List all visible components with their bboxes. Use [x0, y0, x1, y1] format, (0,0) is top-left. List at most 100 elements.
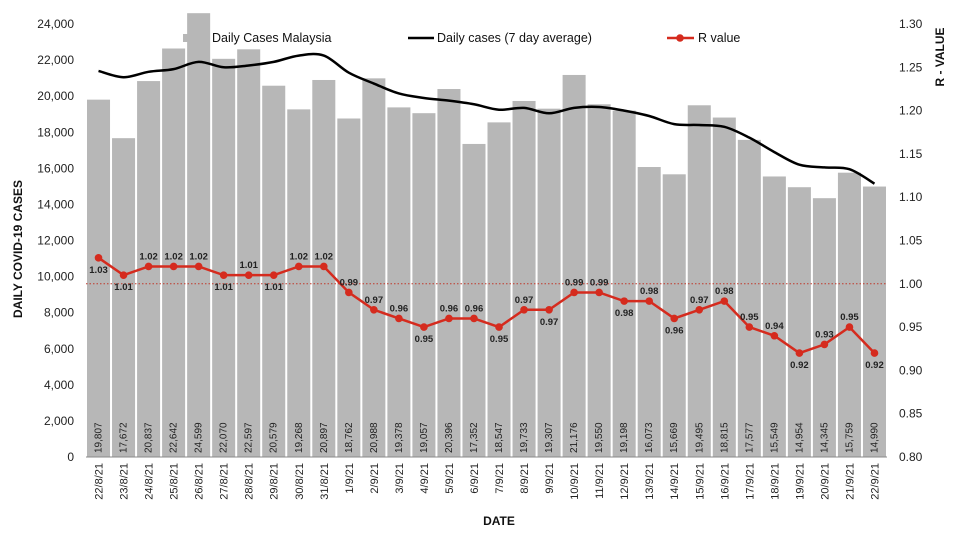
bar-value-label: 20,837	[144, 422, 155, 453]
r-value-marker	[370, 305, 378, 314]
r-value-marker	[545, 305, 553, 314]
bar-value-label: 14,990	[869, 422, 880, 453]
r-value-label: 0.96	[465, 303, 484, 314]
bar-value-label: 14,345	[819, 422, 830, 453]
x-tick-label: 25/8/21	[169, 463, 181, 500]
x-tick-label: 8/9/21	[519, 463, 531, 494]
r-value-label: 0.96	[665, 325, 684, 336]
r-value-label: 1.01	[114, 282, 133, 293]
r-value-marker	[820, 340, 829, 349]
bar-value-label: 17,672	[119, 422, 130, 453]
r-value-marker	[269, 271, 278, 279]
x-tick-label: 22/9/21	[869, 463, 881, 500]
bar-value-label: 19,268	[294, 422, 305, 453]
bar	[812, 198, 836, 457]
r-value-marker	[720, 297, 729, 305]
bar	[337, 118, 361, 457]
r-value-label: 0.99	[590, 277, 609, 288]
legend-marker-r	[676, 34, 684, 42]
r-value-marker	[845, 323, 854, 331]
average-line	[98, 52, 876, 185]
x-tick-label: 3/9/21	[394, 463, 406, 494]
r-value-line	[97, 256, 876, 355]
bar	[687, 105, 711, 457]
y2-axis-title: R - VALUE	[933, 27, 947, 86]
bar-value-label: 19,495	[694, 422, 705, 453]
r-value-marker	[395, 314, 403, 323]
bar-value-label: 19,057	[419, 422, 430, 453]
x-tick-label: 10/9/21	[569, 463, 581, 500]
x-tick-label: 16/9/21	[719, 463, 731, 500]
r-value-label: 0.92	[790, 360, 809, 371]
r-value-marker	[745, 323, 754, 331]
r-value-marker	[294, 262, 303, 271]
r-value-marker	[244, 271, 253, 279]
r-value-label: 1.01	[264, 282, 283, 293]
x-tick-label: 13/9/21	[644, 463, 656, 500]
bar	[387, 107, 411, 457]
x-tick-label: 5/9/21	[444, 463, 456, 494]
r-value-marker	[870, 349, 879, 357]
bar-value-label: 15,669	[669, 422, 680, 453]
x-tick-label: 18/9/21	[769, 463, 781, 500]
bar	[787, 187, 811, 458]
y-tick-label: 12,000	[37, 234, 74, 248]
x-tick-label: 9/9/21	[544, 463, 556, 494]
x-tick-label: 29/8/21	[269, 463, 281, 500]
r-value-label: 1.01	[214, 282, 233, 293]
r-value-label: 0.93	[815, 329, 834, 340]
x-tick-label: 23/8/21	[119, 463, 131, 500]
bar-value-label: 16,073	[644, 422, 655, 453]
bar	[237, 49, 261, 457]
x-tick-label: 26/8/21	[194, 463, 206, 500]
bar-series: 19,807 17,672 20,837 22,642 24,599 22,070 22,5…	[87, 13, 886, 458]
bar-value-label: 17,352	[469, 422, 480, 453]
x-tick-label: 19/9/21	[794, 463, 806, 500]
r-value-marker	[144, 262, 153, 271]
r-value-label: 0.99	[565, 277, 584, 288]
x-tick-label: 11/9/21	[594, 463, 606, 499]
y-tick-label: 2,000	[44, 414, 74, 428]
y2-tick-label: 1.20	[899, 104, 923, 118]
r-value-marker	[445, 314, 453, 323]
r-value-label: 0.95	[490, 334, 509, 345]
x-tick-label: 14/9/21	[669, 463, 681, 500]
x-tick-label: 2/9/21	[369, 463, 381, 494]
bar-value-label: 22,070	[219, 422, 230, 453]
r-value-label: 0.98	[640, 286, 659, 297]
bar-value-label: 20,897	[319, 422, 330, 453]
r-value-marker	[645, 297, 654, 305]
r-value-label: 0.95	[840, 312, 859, 323]
r-value-marker	[194, 262, 203, 271]
x-tick-label: 1/9/21	[344, 463, 356, 494]
y2-tick-label: 1.10	[899, 190, 923, 204]
bar	[212, 58, 236, 458]
bar-value-label: 19,807	[94, 422, 105, 453]
r-value-label: 1.02	[139, 251, 158, 262]
bar	[537, 108, 561, 457]
x-tick-label: 12/9/21	[619, 463, 631, 500]
y-tick-label: 4,000	[44, 378, 74, 392]
x-tick-label: 4/9/21	[419, 463, 431, 494]
bar-value-label: 19,733	[519, 422, 530, 453]
bar	[512, 100, 536, 457]
y2-tick-label: 1.30	[899, 17, 923, 31]
y2-tick-label: 1.00	[899, 277, 923, 291]
legend-swatch-bars	[183, 34, 191, 42]
r-value-label: 0.95	[415, 334, 434, 345]
y2-tick-label: 0.95	[899, 320, 923, 334]
x-tick-label: 31/8/21	[319, 463, 331, 500]
bar	[412, 113, 436, 457]
x-tick-label: 30/8/21	[294, 463, 306, 500]
x-tick-label: 21/9/21	[844, 463, 856, 500]
x-tick-label: 24/8/21	[144, 463, 156, 500]
axes: 0 2,000 4,000 6,000 8,000 10,000 12,000 14,000 1…	[37, 17, 922, 500]
bar-value-label: 20,579	[269, 422, 280, 453]
r-value-label: 1.02	[164, 251, 183, 262]
y-tick-label: 10,000	[37, 270, 74, 284]
x-tick-label: 27/8/21	[219, 463, 231, 500]
bar	[612, 110, 636, 458]
y-axis-title: DAILY COVID-19 CASES	[11, 180, 25, 318]
r-value-marker	[495, 323, 503, 331]
legend-label-bars: Daily Cases Malaysia	[212, 31, 332, 45]
